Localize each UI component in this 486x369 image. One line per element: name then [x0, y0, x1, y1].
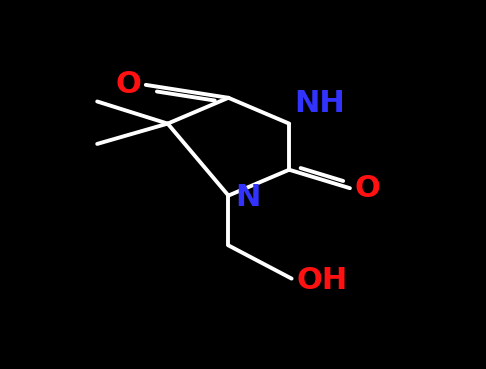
Text: OH: OH [296, 266, 347, 295]
Text: N: N [236, 183, 261, 212]
Text: O: O [115, 70, 141, 99]
Text: NH: NH [294, 89, 345, 118]
Text: O: O [355, 174, 381, 203]
